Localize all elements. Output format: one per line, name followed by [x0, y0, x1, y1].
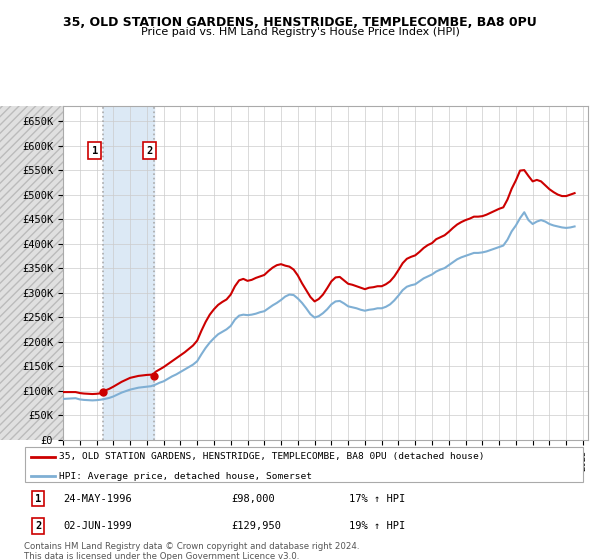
- Text: £129,950: £129,950: [232, 521, 281, 531]
- Text: £98,000: £98,000: [232, 493, 275, 503]
- Text: 1: 1: [35, 493, 41, 503]
- Text: 35, OLD STATION GARDENS, HENSTRIDGE, TEMPLECOMBE, BA8 0PU (detached house): 35, OLD STATION GARDENS, HENSTRIDGE, TEM…: [59, 452, 484, 461]
- Bar: [103, 106, 154, 440]
- Text: HPI: Average price, detached house, Somerset: HPI: Average price, detached house, Some…: [59, 472, 312, 480]
- Text: 24-MAY-1996: 24-MAY-1996: [63, 493, 132, 503]
- Text: 35, OLD STATION GARDENS, HENSTRIDGE, TEMPLECOMBE, BA8 0PU: 35, OLD STATION GARDENS, HENSTRIDGE, TEM…: [63, 16, 537, 29]
- Text: 2: 2: [35, 521, 41, 531]
- Text: 19% ↑ HPI: 19% ↑ HPI: [349, 521, 406, 531]
- Text: 17% ↑ HPI: 17% ↑ HPI: [349, 493, 406, 503]
- Text: Price paid vs. HM Land Registry's House Price Index (HPI): Price paid vs. HM Land Registry's House …: [140, 27, 460, 37]
- Text: Contains HM Land Registry data © Crown copyright and database right 2024.
This d: Contains HM Land Registry data © Crown c…: [24, 542, 359, 560]
- Text: 2: 2: [146, 146, 152, 156]
- Text: 02-JUN-1999: 02-JUN-1999: [63, 521, 132, 531]
- Text: 1: 1: [92, 146, 98, 156]
- FancyBboxPatch shape: [25, 447, 583, 483]
